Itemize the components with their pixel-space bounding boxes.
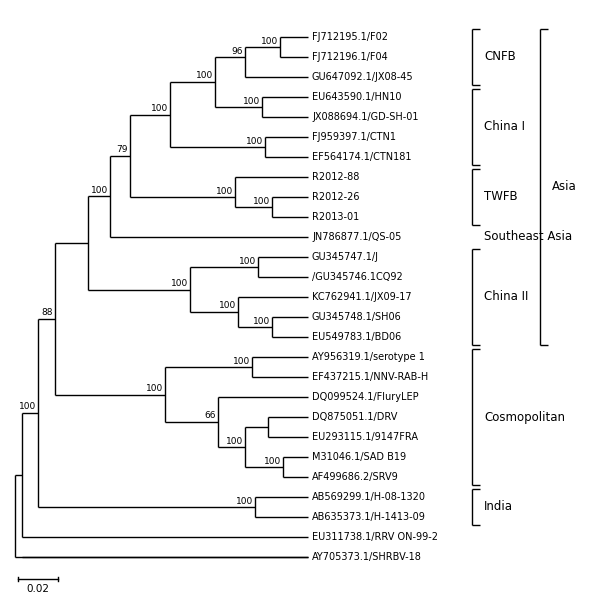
Text: 96: 96	[232, 47, 243, 56]
Text: FJ959397.1/CTN1: FJ959397.1/CTN1	[312, 132, 396, 142]
Text: 100: 100	[226, 436, 243, 446]
Text: AB569299.1/H-08-1320: AB569299.1/H-08-1320	[312, 492, 426, 502]
Text: 66: 66	[205, 411, 216, 420]
Text: DQ099524.1/FluryLEP: DQ099524.1/FluryLEP	[312, 392, 419, 402]
Text: /GU345746.1CQ92: /GU345746.1CQ92	[312, 272, 403, 282]
Text: GU647092.1/JX08-45: GU647092.1/JX08-45	[312, 72, 413, 82]
Text: JN786877.1/QS-05: JN786877.1/QS-05	[312, 232, 401, 242]
Text: EU311738.1/RRV ON-99-2: EU311738.1/RRV ON-99-2	[312, 532, 438, 542]
Text: EU293115.1/9147FRA: EU293115.1/9147FRA	[312, 432, 418, 442]
Text: GU345748.1/SH06: GU345748.1/SH06	[312, 312, 402, 322]
Text: 100: 100	[253, 317, 270, 326]
Text: 100: 100	[233, 356, 250, 365]
Text: 100: 100	[19, 403, 36, 411]
Text: China I: China I	[484, 121, 525, 134]
Text: KC762941.1/JX09-17: KC762941.1/JX09-17	[312, 292, 412, 302]
Text: M31046.1/SAD B19: M31046.1/SAD B19	[312, 452, 406, 462]
Text: EU643590.1/HN10: EU643590.1/HN10	[312, 92, 401, 102]
Text: GU345747.1/J: GU345747.1/J	[312, 252, 379, 262]
Text: AY956319.1/serotype 1: AY956319.1/serotype 1	[312, 352, 425, 362]
Text: 100: 100	[216, 186, 233, 195]
Text: TWFB: TWFB	[484, 191, 518, 204]
Text: India: India	[484, 500, 513, 513]
Text: Southeast Asia: Southeast Asia	[484, 230, 572, 243]
Text: R2012-26: R2012-26	[312, 192, 359, 202]
Text: DQ875051.1/DRV: DQ875051.1/DRV	[312, 412, 397, 422]
Text: 100: 100	[236, 497, 253, 506]
Text: R2013-01: R2013-01	[312, 212, 359, 222]
Text: Cosmopolitan: Cosmopolitan	[484, 410, 565, 423]
Text: Asia: Asia	[552, 181, 577, 194]
Text: AF499686.2/SRV9: AF499686.2/SRV9	[312, 472, 399, 482]
Text: 100: 100	[246, 137, 263, 146]
Text: 88: 88	[41, 308, 53, 317]
Text: 100: 100	[146, 384, 163, 393]
Text: 100: 100	[196, 72, 213, 81]
Text: 100: 100	[151, 104, 168, 113]
Text: EU549783.1/BD06: EU549783.1/BD06	[312, 332, 401, 342]
Text: 0.02: 0.02	[26, 584, 49, 592]
Text: 100: 100	[243, 96, 260, 105]
Text: 100: 100	[253, 197, 270, 205]
Text: R2012-88: R2012-88	[312, 172, 359, 182]
Text: FJ712196.1/F04: FJ712196.1/F04	[312, 52, 388, 62]
Text: EF437215.1/NNV-RAB-H: EF437215.1/NNV-RAB-H	[312, 372, 428, 382]
Text: 100: 100	[239, 256, 256, 265]
Text: EF564174.1/CTN181: EF564174.1/CTN181	[312, 152, 412, 162]
Text: China II: China II	[484, 291, 529, 304]
Text: FJ712195.1/F02: FJ712195.1/F02	[312, 32, 388, 42]
Text: 100: 100	[171, 279, 188, 288]
Text: CNFB: CNFB	[484, 50, 516, 63]
Text: 79: 79	[116, 145, 128, 155]
Text: 100: 100	[91, 186, 108, 195]
Text: 100: 100	[261, 37, 278, 46]
Text: 100: 100	[264, 456, 281, 465]
Text: AY705373.1/SHRBV-18: AY705373.1/SHRBV-18	[312, 552, 422, 562]
Text: JX088694.1/GD-SH-01: JX088694.1/GD-SH-01	[312, 112, 419, 122]
Text: 100: 100	[219, 301, 236, 310]
Text: AB635373.1/H-1413-09: AB635373.1/H-1413-09	[312, 512, 426, 522]
